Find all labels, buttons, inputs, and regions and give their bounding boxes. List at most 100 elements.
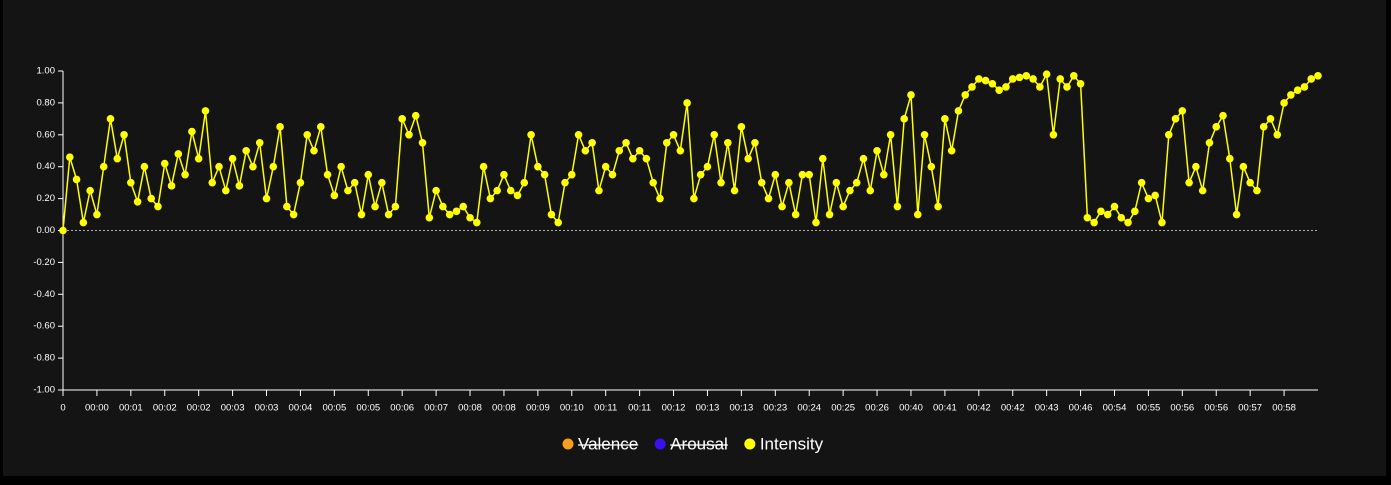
- x-tick-label: 00:42: [1001, 403, 1025, 414]
- x-tick-label: 00:24: [797, 403, 821, 414]
- x-tick-label: 00:02: [187, 403, 211, 414]
- x-tick-label: 00:02: [153, 403, 177, 414]
- data-point: [995, 86, 1003, 94]
- data-point: [445, 210, 454, 219]
- y-tick-label: 0.20: [37, 193, 56, 204]
- x-tick-label: 00:03: [255, 403, 279, 414]
- data-point: [167, 182, 176, 190]
- y-tick-label: 0.60: [37, 129, 56, 140]
- data-point: [1178, 107, 1187, 115]
- data-point: [405, 131, 413, 139]
- x-tick-label: 00:03: [221, 403, 245, 414]
- data-point: [452, 207, 461, 216]
- data-point: [113, 154, 122, 163]
- legend-marker: [654, 438, 666, 450]
- data-point: [1287, 91, 1295, 99]
- data-point: [744, 154, 752, 163]
- x-tick-label: 00:23: [763, 403, 787, 414]
- data-point: [1117, 213, 1126, 222]
- data-point: [1314, 71, 1322, 80]
- x-tick-label: 00:08: [492, 403, 516, 414]
- data-point: [1151, 191, 1159, 200]
- y-tick-label: -0.60: [33, 321, 55, 332]
- data-point: [601, 162, 610, 171]
- legend-label[interactable]: Valence: [578, 434, 638, 453]
- data-point: [432, 186, 440, 195]
- data-point: [954, 107, 963, 115]
- y-tick-label: 1.00: [37, 66, 56, 77]
- data-point: [696, 170, 705, 179]
- data-point: [1083, 213, 1092, 222]
- data-point: [310, 146, 318, 155]
- data-point: [1090, 218, 1098, 227]
- data-point: [500, 170, 508, 179]
- data-point: [493, 186, 501, 195]
- legend-label[interactable]: Intensity: [760, 434, 824, 453]
- y-tick-label: -0.20: [33, 257, 55, 268]
- legend-marker: [562, 438, 574, 450]
- data-point: [1266, 115, 1275, 123]
- data-point: [1259, 123, 1268, 131]
- x-tick-label: 00:40: [899, 403, 923, 414]
- data-point: [561, 178, 569, 187]
- x-tick-label: 00:55: [1137, 403, 1161, 414]
- data-point: [303, 131, 312, 139]
- data-point: [730, 186, 739, 195]
- x-tick-label: 00:04: [289, 403, 313, 414]
- data-point: [344, 186, 352, 195]
- data-point: [649, 178, 657, 187]
- data-point: [1124, 218, 1132, 227]
- legend-label[interactable]: Arousal: [670, 434, 728, 453]
- data-point: [276, 123, 284, 131]
- x-tick-label: 00:13: [696, 403, 720, 414]
- data-point: [357, 210, 366, 219]
- data-point: [866, 186, 875, 195]
- x-tick-label: 00:54: [1103, 403, 1127, 414]
- x-tick-label: 00:41: [933, 403, 957, 414]
- data-point: [364, 170, 373, 179]
- data-point: [473, 218, 481, 227]
- data-point: [764, 194, 773, 203]
- data-point: [608, 170, 617, 179]
- data-point: [927, 162, 936, 171]
- data-point: [900, 115, 908, 123]
- x-tick-label: 00:25: [831, 403, 855, 414]
- data-point: [1137, 178, 1146, 187]
- data-point: [703, 162, 712, 171]
- data-point: [961, 91, 970, 99]
- data-point: [1015, 73, 1024, 82]
- data-point: [581, 146, 590, 155]
- data-point: [1029, 75, 1037, 83]
- data-point: [1293, 86, 1302, 94]
- x-tick-label: 00:08: [458, 403, 482, 414]
- data-point: [907, 91, 915, 99]
- data-point: [1063, 83, 1071, 91]
- data-point: [520, 178, 529, 187]
- data-point: [710, 131, 719, 139]
- data-point: [289, 210, 298, 219]
- data-point: [798, 170, 807, 179]
- data-point: [934, 202, 942, 211]
- x-tick-label: 00:07: [424, 403, 448, 414]
- data-point: [656, 194, 664, 203]
- data-point: [812, 218, 820, 227]
- data-point: [127, 178, 135, 187]
- data-point: [846, 186, 854, 195]
- data-point: [1219, 111, 1227, 120]
- data-point: [1076, 79, 1085, 88]
- data-point: [1110, 202, 1119, 211]
- x-tick-label: 00:46: [1069, 403, 1093, 414]
- data-point: [513, 191, 522, 200]
- data-point: [174, 150, 183, 158]
- data-point: [350, 178, 359, 187]
- data-point: [554, 218, 563, 227]
- chart-panel: [3, 0, 1386, 476]
- data-point: [269, 162, 278, 171]
- data-point: [893, 202, 902, 211]
- data-point: [1103, 210, 1112, 219]
- data-point: [947, 146, 956, 155]
- data-point: [72, 175, 81, 184]
- data-point: [737, 123, 746, 131]
- data-point: [1239, 162, 1248, 171]
- data-point: [262, 194, 271, 203]
